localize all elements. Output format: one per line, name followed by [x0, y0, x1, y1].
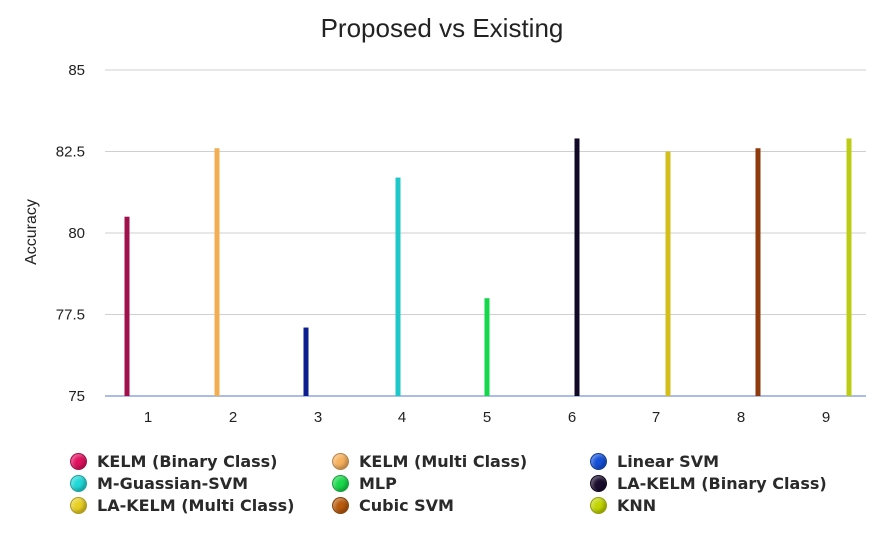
x-tick-label: 5 [483, 409, 491, 426]
bar [303, 327, 309, 396]
bar [665, 151, 671, 396]
bar [484, 298, 490, 396]
x-tick-label: 7 [652, 409, 660, 426]
legend-swatch [590, 497, 607, 514]
x-tick-label: 9 [822, 409, 830, 426]
legend-item: Cubic SVM [332, 496, 454, 515]
x-tick-label: 6 [568, 409, 576, 426]
legend-item: MLP [332, 474, 397, 493]
y-tick-labels: 85 82.5 80 77.5 75 [56, 62, 85, 405]
y-axis-label: Accuracy [23, 199, 40, 265]
legend-swatch [70, 475, 87, 492]
legend-label: MLP [359, 474, 397, 493]
bar [124, 216, 130, 396]
legend-label: LA-KELM (Binary Class) [617, 474, 827, 493]
legend-item: LA-KELM (Binary Class) [590, 474, 827, 493]
legend-label: Linear SVM [617, 452, 720, 471]
bar [214, 148, 220, 396]
legend-swatch [590, 475, 607, 492]
legend-item: KNN [590, 496, 656, 515]
x-tick-label: 2 [229, 409, 237, 426]
bar [395, 177, 401, 396]
y-tick-label: 75 [68, 388, 85, 405]
legend-swatch [590, 453, 607, 470]
bar [574, 138, 580, 396]
bar [846, 138, 852, 396]
x-tick-label: 1 [144, 409, 152, 426]
chart-title: Proposed vs Existing [321, 13, 564, 43]
x-tick-label: 8 [737, 409, 745, 426]
legend-swatch [70, 497, 87, 514]
bar [755, 148, 761, 396]
y-tick-label: 85 [68, 62, 85, 79]
legend-label: KNN [617, 496, 657, 515]
legend-swatch [70, 453, 87, 470]
x-tick-label: 3 [314, 409, 322, 426]
legend-label: KELM (Multi Class) [359, 452, 528, 471]
legend-item: KELM (Binary Class) [70, 452, 277, 471]
x-tick-labels: 1 2 3 4 5 6 7 8 9 [144, 409, 830, 426]
bars [124, 138, 852, 396]
legend-item: KELM (Multi Class) [332, 452, 527, 471]
legend-item: LA-KELM (Multi Class) [70, 496, 294, 515]
legend-swatch [332, 497, 349, 514]
legend-label: KELM (Binary Class) [97, 452, 278, 471]
legend-item: Linear SVM [590, 452, 719, 471]
legend-label: LA-KELM (Multi Class) [97, 496, 295, 515]
y-tick-label: 80 [68, 225, 85, 242]
x-tick-label: 4 [398, 409, 406, 426]
y-tick-label: 82.5 [56, 144, 85, 161]
legend-swatch [332, 453, 349, 470]
legend-label: M-Guassian-SVM [97, 474, 249, 493]
y-tick-label: 77.5 [56, 307, 85, 324]
legend-swatch [332, 475, 349, 492]
legend-label: Cubic SVM [359, 496, 454, 515]
legend-item: M-Guassian-SVM [70, 474, 248, 493]
